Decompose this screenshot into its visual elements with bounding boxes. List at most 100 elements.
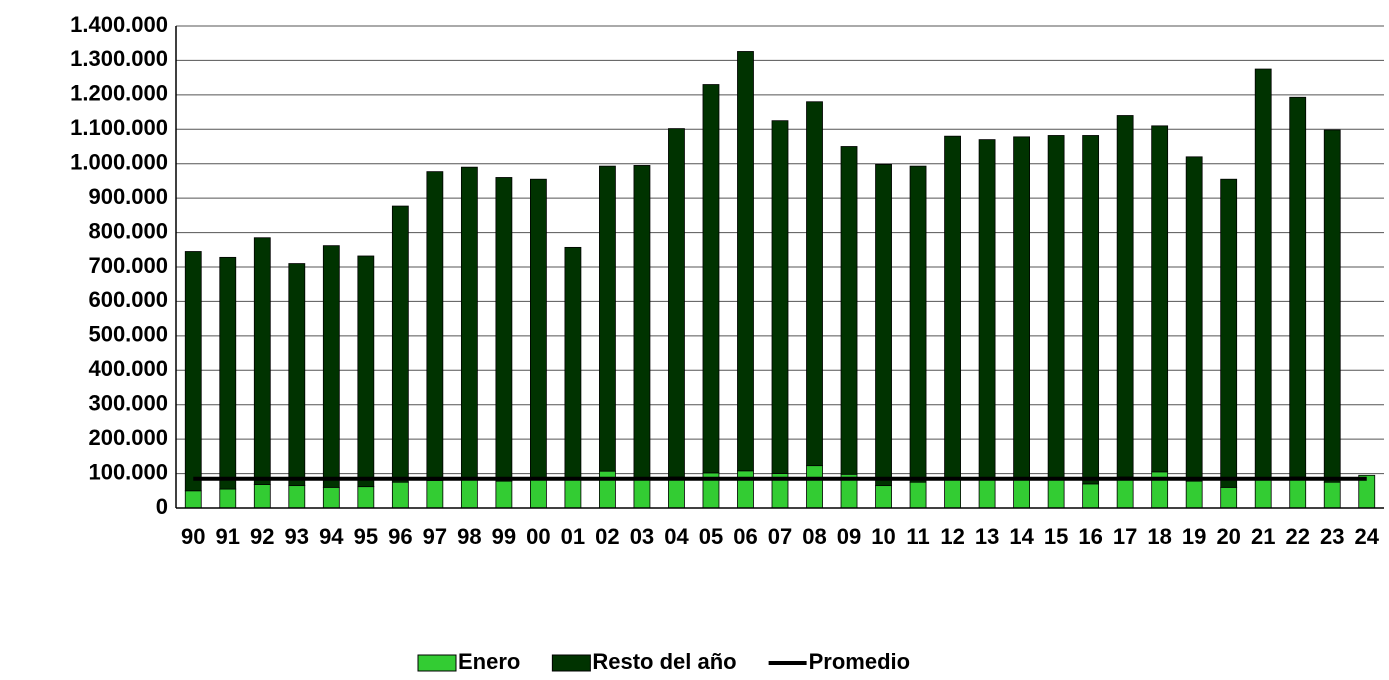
bar-segment: [1220, 178, 1238, 488]
bar-segment: [1185, 156, 1203, 482]
x-tick-label: 20: [1216, 524, 1240, 549]
bar-segment: [1116, 476, 1134, 509]
x-tick-label: 07: [768, 524, 792, 549]
bar-segment: [840, 146, 858, 475]
x-tick-label: 96: [388, 524, 412, 549]
bar-segment: [806, 465, 823, 509]
bar-segment: [909, 481, 927, 509]
x-tick-label: 11: [906, 524, 929, 549]
x-tick-label: 19: [1182, 524, 1206, 549]
x-tick-label: 01: [561, 524, 585, 549]
legend-swatch: [551, 654, 591, 672]
bar-segment: [288, 485, 306, 509]
x-tick-label: 03: [630, 524, 654, 549]
bar-segment: [1220, 486, 1238, 509]
bar-segment: [737, 51, 754, 472]
bar-segment: [978, 139, 996, 479]
x-tick-label: 23: [1320, 524, 1344, 549]
x-tick-label: 17: [1113, 524, 1137, 549]
bar-segment: [1082, 135, 1100, 485]
bar-segment: [426, 480, 444, 509]
x-tick-label: 12: [940, 524, 964, 549]
x-tick-label: 04: [664, 524, 689, 549]
x-tick-label: 94: [319, 524, 344, 549]
x-tick-label: 91: [216, 524, 240, 549]
y-tick-label: 300.000: [88, 391, 168, 416]
y-tick-label: 900.000: [88, 184, 168, 209]
x-tick-label: 16: [1078, 524, 1102, 549]
bar-segment: [1289, 96, 1307, 478]
bar-segment: [771, 120, 789, 474]
bar-segment: [391, 481, 409, 509]
y-tick-label: 1.400.000: [70, 12, 168, 37]
x-tick-label: 92: [250, 524, 274, 549]
bar-segment: [806, 101, 823, 467]
y-tick-label: 400.000: [88, 356, 168, 381]
y-tick-label: 1.200.000: [70, 81, 168, 106]
bar-segment: [668, 128, 685, 478]
x-tick-label: 08: [802, 524, 826, 549]
bar-segment: [322, 245, 340, 488]
x-tick-label: 95: [354, 524, 378, 549]
x-tick-label: 24: [1355, 524, 1380, 549]
bar-segment: [1082, 483, 1100, 509]
x-tick-label: 21: [1251, 524, 1275, 549]
y-tick-label: 500.000: [88, 322, 168, 347]
bar-segment: [530, 478, 547, 509]
bar-segment: [1289, 476, 1307, 509]
x-tick-label: 93: [285, 524, 309, 549]
bar-segment: [737, 470, 754, 509]
bar-segment: [391, 205, 409, 483]
y-tick-label: 1.000.000: [70, 150, 168, 175]
bar-segment: [564, 478, 582, 509]
x-tick-label: 00: [526, 524, 550, 549]
legend-swatch: [417, 654, 457, 672]
x-tick-label: 13: [975, 524, 999, 549]
bar-segment: [564, 246, 582, 480]
bar-segment: [426, 171, 444, 481]
bar-segment: [322, 486, 340, 509]
bar-segment: [1323, 129, 1341, 483]
bar-segment: [357, 255, 375, 488]
bar-segment: [599, 165, 616, 472]
bar-segment: [875, 485, 892, 509]
bar-segment: [219, 488, 237, 509]
bar-segment: [1254, 68, 1272, 479]
bar-segment: [495, 480, 513, 509]
bar-segment: [184, 490, 202, 509]
bar-segment: [944, 478, 961, 509]
x-tick-label: 14: [1009, 524, 1034, 549]
bar-segment: [599, 470, 616, 509]
x-tick-label: 09: [837, 524, 861, 549]
legend-label: Resto del año: [592, 649, 736, 674]
bar-segment: [1151, 125, 1169, 473]
bar-segment: [219, 256, 237, 490]
x-tick-label: 22: [1285, 524, 1309, 549]
bar-segment: [944, 135, 961, 480]
x-tick-label: 02: [595, 524, 619, 549]
bar-segment: [978, 477, 996, 509]
x-tick-label: 15: [1044, 524, 1068, 549]
bar-segment: [495, 177, 513, 482]
bar-segment: [1013, 478, 1030, 509]
bar-segment: [253, 484, 271, 509]
bar-segment: [1323, 481, 1341, 509]
bar-segment: [288, 263, 306, 487]
bar-segment: [530, 178, 547, 480]
bar-segment: [1013, 136, 1030, 480]
x-tick-label: 90: [181, 524, 205, 549]
bar-segment: [1116, 115, 1134, 478]
bar-segment: [633, 165, 651, 479]
x-tick-label: 18: [1147, 524, 1171, 549]
y-tick-label: 600.000: [88, 287, 168, 312]
bar-segment: [460, 479, 478, 509]
bar-segment: [875, 164, 892, 487]
y-tick-label: 100.000: [88, 459, 168, 484]
y-tick-label: 200.000: [88, 425, 168, 450]
x-tick-label: 05: [699, 524, 723, 549]
x-tick-label: 99: [492, 524, 516, 549]
bar-segment: [702, 84, 720, 474]
bar-segment: [1185, 480, 1203, 509]
x-tick-label: 10: [871, 524, 895, 549]
